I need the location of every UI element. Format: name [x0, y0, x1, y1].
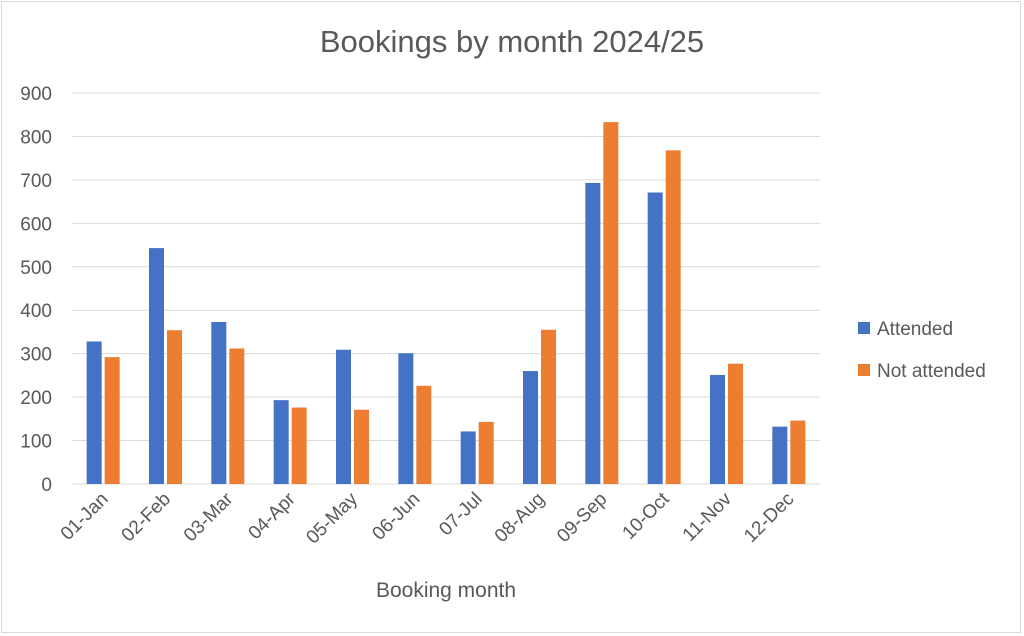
x-tick-label: 06-Jun — [368, 489, 424, 545]
x-tick-label: 09-Sep — [553, 489, 611, 547]
bar-attended-06-jun — [398, 353, 414, 484]
bar-not-attended-12-dec — [790, 420, 806, 484]
bar-not-attended-04-apr — [291, 407, 307, 484]
x-axis-title: Booking month — [376, 579, 516, 602]
x-tick-label: 01-Jan — [57, 489, 113, 545]
bar-attended-04-apr — [273, 400, 289, 484]
chart-title: Bookings by month 2024/25 — [320, 24, 704, 59]
gridlines — [72, 92, 820, 485]
x-tick-label: 07-Jul — [435, 489, 486, 540]
bar-not-attended-05-may — [354, 409, 369, 484]
bar-attended-01-jan — [86, 341, 102, 484]
y-tick-label: 900 — [20, 84, 52, 105]
legend: Attended Not attended — [858, 319, 986, 382]
legend-label: Not attended — [877, 361, 986, 382]
bar-attended-03-mar — [211, 321, 227, 484]
bar-attended-10-oct — [647, 192, 663, 484]
y-tick-label: 500 — [20, 258, 52, 279]
y-tick-label: 800 — [20, 127, 52, 148]
bar-not-attended-11-nov — [728, 363, 743, 484]
bar-attended-05-may — [336, 349, 351, 484]
y-tick-label: 200 — [20, 388, 52, 409]
y-tick-label: 400 — [20, 301, 52, 322]
legend-swatch — [858, 364, 870, 376]
x-tick-label: 04-Apr — [245, 488, 301, 544]
legend-swatch — [858, 322, 870, 334]
bars — [86, 122, 806, 484]
y-tick-label: 0 — [41, 475, 52, 496]
bar-attended-08-aug — [523, 371, 538, 484]
y-tick-label: 600 — [20, 214, 52, 235]
bar-not-attended-03-mar — [229, 348, 245, 484]
bar-attended-11-nov — [710, 374, 725, 484]
bar-not-attended-09-sep — [603, 122, 619, 484]
bar-attended-02-feb — [149, 248, 164, 484]
bar-not-attended-02-feb — [167, 330, 182, 484]
x-axis-tick-labels: 01-Jan 02-Feb 03-Mar 04-Apr 05-May 06-Jun 07-J… — [57, 488, 799, 548]
bar-not-attended-08-aug — [541, 329, 556, 484]
bar-attended-09-sep — [585, 182, 601, 484]
bar-not-attended-10-oct — [665, 150, 681, 484]
y-tick-label: 300 — [20, 345, 52, 366]
x-tick-label: 11-Nov — [679, 488, 737, 546]
x-tick-label: 05-May — [302, 488, 362, 548]
bar-not-attended-07-jul — [478, 421, 494, 484]
legend-label: Attended — [877, 319, 953, 340]
x-tick-label: 02-Feb — [118, 489, 175, 546]
y-tick-label: 100 — [20, 432, 52, 453]
bar-attended-07-jul — [460, 431, 476, 484]
y-axis-tick-labels: 0 100 200 300 400 500 600 700 800 900 — [20, 84, 52, 496]
bar-not-attended-01-jan — [104, 357, 120, 484]
x-tick-label: 12-Dec — [740, 489, 798, 547]
x-tick-label: 03-Mar — [180, 488, 238, 546]
bar-not-attended-06-jun — [416, 385, 432, 484]
bar-attended-12-dec — [772, 426, 788, 484]
x-tick-label: 10-Oct — [619, 488, 675, 544]
x-tick-label: 08-Aug — [491, 489, 549, 547]
y-tick-label: 700 — [20, 171, 52, 192]
